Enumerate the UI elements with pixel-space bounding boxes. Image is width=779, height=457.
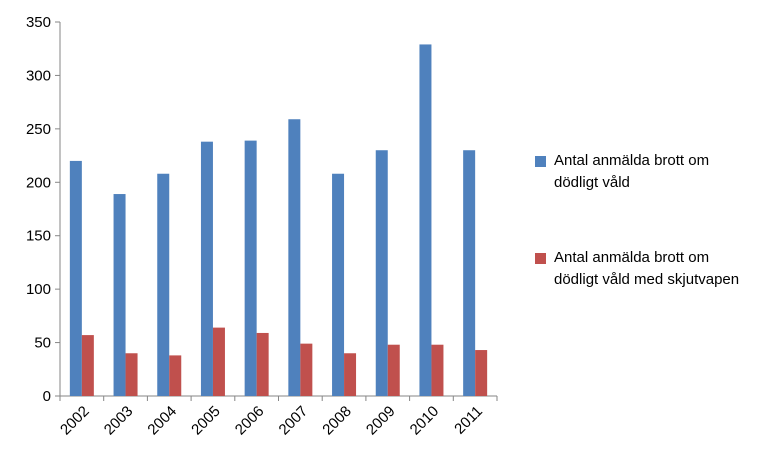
bar [200, 141, 213, 396]
bar [375, 150, 388, 396]
y-tick-label: 250 [26, 121, 51, 138]
bar [113, 194, 126, 396]
x-tick-label: 2008 [319, 403, 355, 439]
bar [300, 343, 313, 396]
legend-swatch [535, 156, 546, 167]
bar [344, 353, 357, 396]
bar [244, 140, 257, 396]
bar [431, 344, 444, 396]
legend-swatch [535, 253, 546, 264]
x-tick-label: 2002 [57, 403, 93, 439]
bar [212, 327, 225, 396]
x-tick-label: 2003 [101, 403, 137, 439]
bar [332, 173, 345, 396]
x-tick-label: 2006 [232, 403, 268, 439]
x-tick-label: 2009 [363, 403, 399, 439]
legend-label: Antal anmälda brott om dödligt våld med … [554, 249, 740, 288]
x-tick-label: 2011 [451, 403, 486, 438]
x-tick-label: 2010 [407, 403, 443, 439]
bar [69, 160, 82, 396]
bar [463, 150, 476, 396]
legend-item: Antal anmälda brott om dödligt våld [535, 150, 775, 194]
bar [125, 353, 138, 396]
y-tick-label: 350 [26, 14, 51, 31]
bar [475, 350, 488, 396]
y-tick-label: 300 [26, 67, 51, 84]
x-tick-label: 2007 [276, 403, 312, 439]
x-tick-label: 2004 [144, 403, 180, 439]
y-tick-label: 0 [43, 388, 51, 405]
bar [387, 344, 400, 396]
x-tick-label: 2005 [188, 403, 224, 439]
bar [256, 332, 269, 396]
y-tick-label: 150 [26, 228, 51, 245]
bar [288, 119, 301, 397]
y-tick-label: 100 [26, 281, 51, 298]
bar [81, 335, 94, 396]
bar [419, 44, 432, 396]
legend-item: Antal anmälda brott om dödligt våld med … [535, 247, 775, 291]
y-tick-label: 50 [34, 335, 51, 352]
legend-label: Antal anmälda brott om dödligt våld [554, 152, 710, 191]
y-tick-label: 200 [26, 174, 51, 191]
bar [169, 355, 182, 396]
bar [157, 173, 170, 396]
